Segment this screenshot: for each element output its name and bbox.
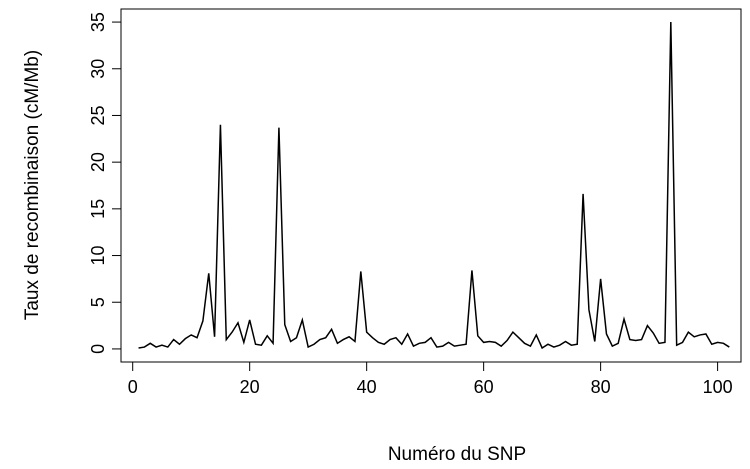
x-tick-label-0: 0	[128, 377, 138, 397]
y-axis: 0 5 10 15 20 25 30 35	[88, 12, 121, 354]
y-tick-label-30: 30	[88, 59, 108, 79]
y-tick-label-35: 35	[88, 12, 108, 32]
y-tick-label-15: 15	[88, 199, 108, 219]
recombination-rate-line	[138, 22, 730, 350]
x-axis-title: Numéro du SNP	[388, 444, 526, 465]
x-axis: 0 20 40 60 80 100	[128, 362, 733, 397]
x-tick-label-20: 20	[240, 377, 260, 397]
y-tick-label-0: 0	[88, 344, 108, 354]
x-tick-label-40: 40	[357, 377, 377, 397]
y-tick-label-10: 10	[88, 246, 108, 266]
y-axis-title: Taux de recombinaison (cM/Mb)	[22, 50, 43, 320]
x-tick-label-60: 60	[474, 377, 494, 397]
y-tick-label-25: 25	[88, 105, 108, 125]
y-tick-label-5: 5	[88, 297, 108, 307]
x-tick-label-100: 100	[703, 377, 733, 397]
plot-frame	[120, 8, 742, 363]
y-tick-label-20: 20	[88, 152, 108, 172]
x-tick-label-80: 80	[591, 377, 611, 397]
